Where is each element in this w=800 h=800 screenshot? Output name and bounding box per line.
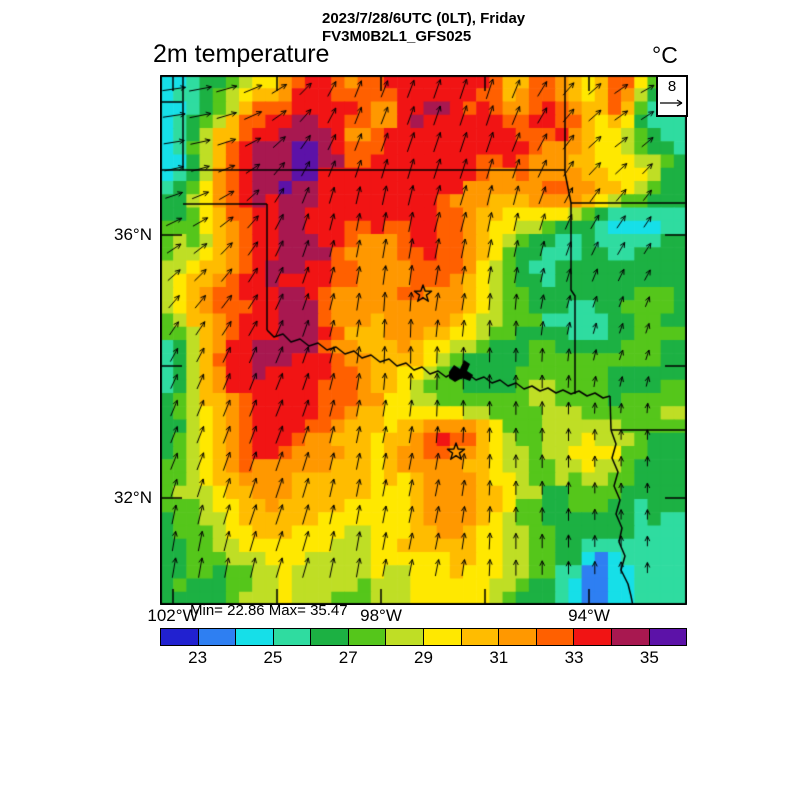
colorbar-label: 27	[338, 648, 358, 667]
wind-reference-value: 8	[667, 78, 677, 95]
colorbar-segment	[461, 629, 500, 645]
colorbar-segment	[236, 629, 274, 645]
colorbar-segment	[273, 629, 312, 645]
colorbar-segment	[311, 629, 349, 645]
lon-tick-label-98w: 98°W	[360, 606, 402, 625]
colorbar-label: 35	[639, 648, 659, 667]
lat-tick-label-32n: 32°N	[114, 488, 152, 507]
colorbar-segment	[386, 629, 425, 645]
colorbar-segment	[574, 629, 612, 645]
colorbar-label: 23	[188, 648, 208, 667]
colorbar-segment	[161, 629, 199, 645]
colorbar-label: 25	[263, 648, 283, 667]
colorbar-segment	[424, 629, 462, 645]
plot-title: 2023/7/28/6UTC (0LT), Friday FV3M0B2L1_G…	[322, 10, 525, 46]
lat-tick-label-36n: 36°N	[114, 225, 152, 244]
field-label: 2m temperature	[153, 40, 330, 68]
map-canvas	[160, 75, 687, 605]
colorbar-segment	[499, 629, 537, 645]
colorbar-label: 29	[414, 648, 433, 667]
colorbar-segment	[348, 629, 387, 645]
colorbar	[160, 628, 687, 646]
min-max-label: Min= 22.86 Max= 35.47	[190, 602, 348, 619]
colorbar-label: 33	[564, 648, 584, 667]
colorbar-labels: 23 25 27 29 31 33 35	[160, 648, 687, 668]
plot-title-line2: FV3M0B2L1_GFS025	[322, 28, 472, 45]
lon-tick-label-102w: 102°W	[147, 606, 199, 625]
wind-reference-arrow-icon	[660, 99, 683, 107]
plot-title-line1: 2023/7/28/6UTC (0LT), Friday	[322, 10, 526, 27]
colorbar-segment	[198, 629, 237, 645]
lon-tick-label-94w: 94°W	[568, 606, 610, 625]
colorbar-segment	[649, 629, 687, 645]
units-label: °C	[652, 42, 678, 68]
wind-reference-box: 8	[656, 75, 688, 117]
colorbar-label: 31	[489, 648, 509, 667]
colorbar-segment	[536, 629, 575, 645]
colorbar-segment	[611, 629, 650, 645]
